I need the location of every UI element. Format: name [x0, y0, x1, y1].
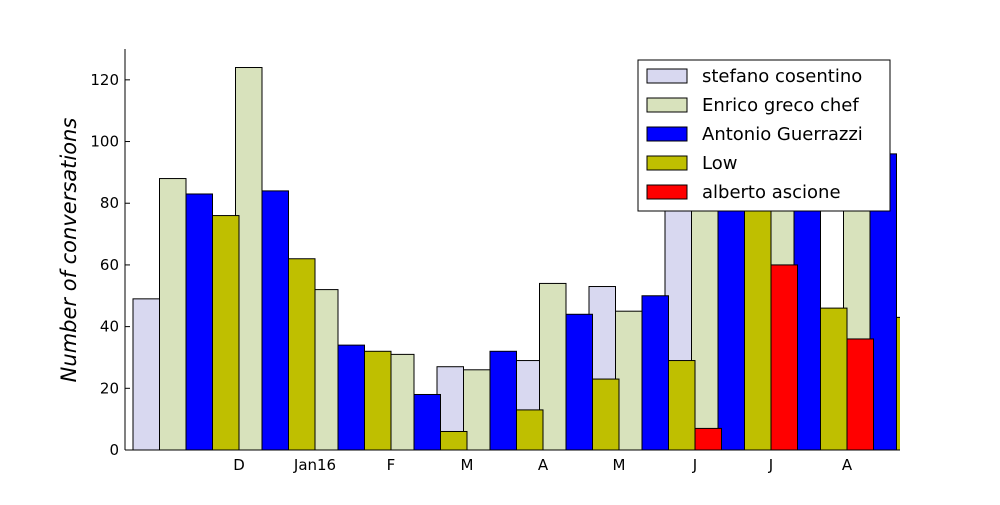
- legend-entry: Low: [702, 153, 737, 174]
- legend-entry: alberto ascione: [702, 182, 841, 203]
- legend-entry: stefano cosentino: [702, 66, 862, 87]
- axes-layer: 0 20 40 60 80 100 120 D Jan16 F M A M J J A: [90, 49, 900, 474]
- legend: stefano cosentino Enrico greco chef Antoni…: [637, 59, 891, 212]
- y-tick-label: 0: [109, 441, 119, 459]
- bar: [185, 193, 213, 450]
- bar: [132, 298, 160, 450]
- bar: [717, 196, 745, 450]
- bar: [387, 353, 415, 450]
- legend-entry: Enrico greco chef: [702, 95, 859, 116]
- bar: [261, 190, 289, 450]
- y-tick-label: 60: [100, 256, 119, 274]
- bar: [744, 202, 772, 450]
- legend-entry: Antonio Guerrazzi: [702, 124, 863, 145]
- x-tick-label: F: [387, 456, 396, 474]
- x-tick-label: J: [768, 456, 773, 474]
- bar: [846, 338, 874, 450]
- x-tick-label: D: [233, 456, 245, 474]
- bar: [463, 369, 491, 450]
- bar: [641, 295, 669, 450]
- bar: [440, 430, 468, 450]
- bar: [896, 316, 900, 450]
- bar: [592, 378, 620, 450]
- bar: [489, 350, 517, 450]
- x-tick-label: M: [461, 456, 474, 474]
- bar: [288, 258, 316, 450]
- bar: [565, 313, 593, 450]
- bar: [212, 215, 240, 450]
- y-tick-label: 40: [100, 318, 119, 336]
- legend-swatch: [646, 155, 688, 171]
- bar: [615, 310, 643, 450]
- y-tick-label: 100: [90, 133, 119, 151]
- bar: [159, 178, 187, 450]
- legend-swatch: [646, 126, 688, 142]
- legend-swatch: [646, 68, 688, 84]
- bar: [516, 409, 544, 450]
- x-tick-label: A: [842, 456, 853, 474]
- y-axis-label: Number of conversations: [57, 118, 81, 383]
- x-tick-label: A: [538, 456, 549, 474]
- bar: [364, 350, 392, 450]
- y-tick-label: 20: [100, 379, 119, 397]
- legend-swatch: [646, 97, 688, 113]
- bar: [337, 344, 365, 450]
- y-tick-label: 80: [100, 194, 119, 212]
- bar: [668, 360, 696, 450]
- bar: [694, 427, 722, 450]
- legend-swatch: [646, 184, 688, 200]
- bar: [820, 307, 848, 450]
- x-tick-label: Jan16: [293, 456, 336, 474]
- x-tick-label: M: [613, 456, 626, 474]
- bar: [770, 264, 798, 450]
- bars-layer: [132, 67, 900, 450]
- x-tick-label: J: [692, 456, 697, 474]
- bar: [413, 393, 441, 450]
- y-tick-label: 120: [90, 71, 119, 89]
